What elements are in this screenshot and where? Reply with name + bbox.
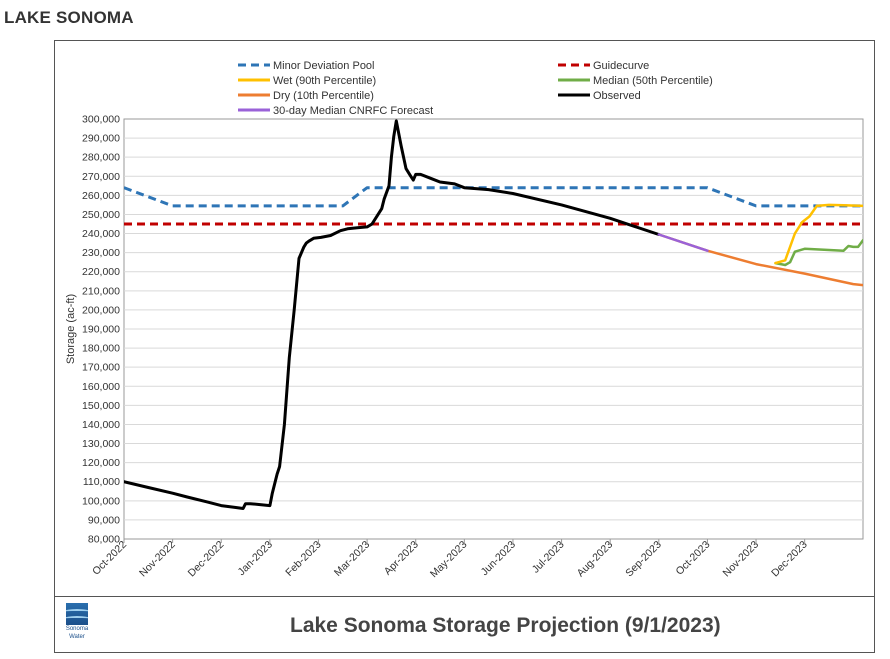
x-tick-label: Oct-2023 bbox=[674, 539, 713, 578]
x-tick-label: Jan-2023 bbox=[236, 539, 276, 579]
legend-label-observed: Observed bbox=[593, 90, 641, 102]
y-tick-label: 180,000 bbox=[82, 343, 120, 355]
series-line-median-50th-percentile bbox=[774, 238, 863, 267]
y-tick-label: 140,000 bbox=[82, 419, 120, 431]
legend-label-guidecurve: Guidecurve bbox=[593, 60, 649, 72]
y-tick-label: 250,000 bbox=[82, 209, 120, 221]
y-tick-label: 270,000 bbox=[82, 171, 120, 183]
y-tick-label: 300,000 bbox=[82, 114, 120, 126]
series-line-wet-90th-percentile bbox=[774, 203, 863, 265]
x-tick-label: Aug-2023 bbox=[575, 539, 616, 580]
y-tick-label: 220,000 bbox=[82, 266, 120, 278]
x-tick-label: Nov-2022 bbox=[137, 539, 178, 580]
y-tick-label: 290,000 bbox=[82, 133, 120, 145]
y-tick-label: 190,000 bbox=[82, 324, 120, 336]
y-tick-label: 170,000 bbox=[82, 362, 120, 374]
y-tick-label: 110,000 bbox=[83, 476, 120, 488]
legend-label-minor-deviation-pool: Minor Deviation Pool bbox=[273, 60, 375, 72]
legend-label-30-day-median-cnrfc-forecast: 30-day Median CNRFC Forecast bbox=[273, 105, 433, 117]
legend-label-wet-90th-percentile: Wet (90th Percentile) bbox=[273, 75, 376, 87]
x-tick-label: Dec-2023 bbox=[769, 539, 810, 580]
y-tick-label: 160,000 bbox=[82, 381, 120, 393]
y-tick-label: 120,000 bbox=[82, 457, 120, 469]
footer-divider bbox=[54, 596, 875, 597]
logo-text-line2: Water bbox=[69, 634, 85, 640]
logo-text-line1: Sonoma bbox=[65, 626, 89, 632]
page-title: LAKE SONOMA bbox=[4, 8, 134, 27]
y-tick-label: 130,000 bbox=[82, 438, 120, 450]
x-tick-label: Feb-2023 bbox=[283, 539, 323, 579]
x-tick-label: Jun-2023 bbox=[479, 539, 519, 579]
x-tick-label: Nov-2023 bbox=[720, 539, 761, 580]
series-line-observed bbox=[124, 119, 661, 510]
x-tick-label: Mar-2023 bbox=[332, 539, 372, 579]
x-tick-label: May-2023 bbox=[428, 539, 470, 581]
legend-label-dry-10th-percentile: Dry (10th Percentile) bbox=[273, 90, 374, 102]
x-tick-label: Apr-2023 bbox=[382, 539, 421, 578]
chart-footer-title: Lake Sonoma Storage Projection (9/1/2023… bbox=[290, 614, 721, 637]
x-tick-label: Jul-2023 bbox=[530, 539, 567, 576]
y-tick-label: 80,000 bbox=[88, 534, 120, 546]
x-tick-label: Dec-2022 bbox=[186, 539, 227, 580]
y-tick-label: 200,000 bbox=[82, 304, 120, 316]
chart-frame bbox=[54, 40, 875, 653]
y-tick-label: 240,000 bbox=[82, 228, 120, 240]
series-line-30-day-median-cnrfc-forecast bbox=[657, 233, 709, 252]
y-tick-label: 280,000 bbox=[82, 152, 120, 164]
y-tick-label: 150,000 bbox=[82, 400, 120, 412]
y-tick-label: 260,000 bbox=[82, 190, 120, 202]
legend-label-median-50th-percentile: Median (50th Percentile) bbox=[593, 75, 713, 87]
series-line-dry-10th-percentile bbox=[657, 233, 863, 287]
x-tick-label: Sep-2023 bbox=[623, 539, 664, 580]
y-tick-label: 90,000 bbox=[88, 514, 120, 526]
y-tick-label: 210,000 bbox=[82, 285, 120, 297]
y-axis-label: Storage (ac-ft) bbox=[65, 294, 77, 364]
sonoma-water-logo-icon bbox=[66, 603, 88, 625]
series-line-minor-deviation-pool bbox=[124, 186, 863, 208]
y-tick-label: 230,000 bbox=[82, 247, 120, 259]
y-tick-label: 100,000 bbox=[82, 495, 120, 507]
sonoma-water-logo: Sonoma Water bbox=[62, 603, 92, 641]
